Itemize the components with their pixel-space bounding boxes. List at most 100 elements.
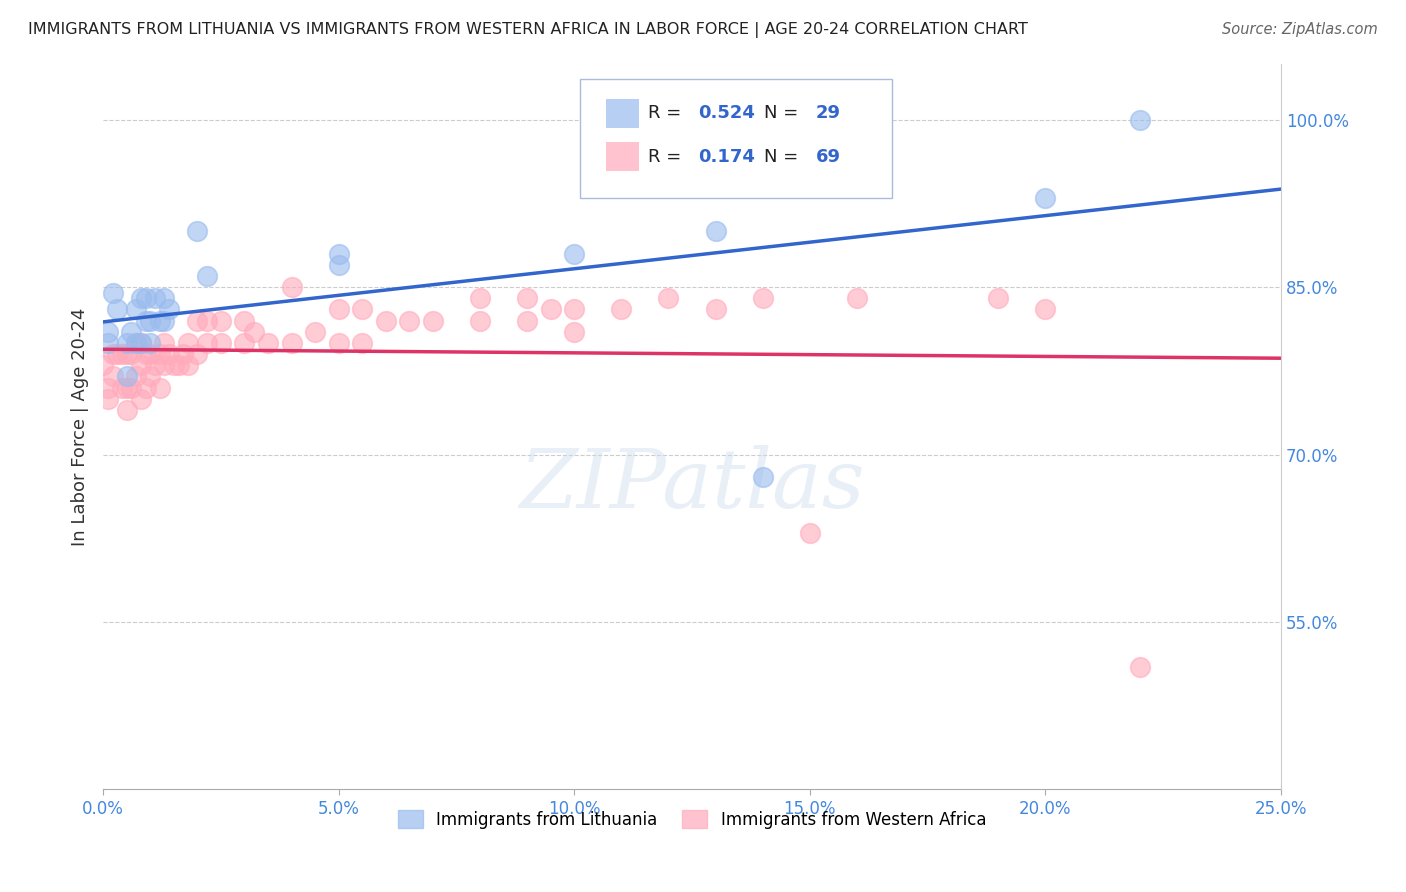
- Point: [562, 302, 585, 317]
- Point: [111, 347, 134, 361]
- Point: [115, 403, 138, 417]
- Point: [97, 325, 120, 339]
- Point: [167, 359, 190, 373]
- Point: [111, 381, 134, 395]
- Point: [115, 347, 138, 361]
- Point: [101, 347, 124, 361]
- Legend: Immigrants from Lithuania, Immigrants from Western Africa: Immigrants from Lithuania, Immigrants fr…: [391, 804, 993, 835]
- Point: [610, 302, 633, 317]
- Point: [562, 325, 585, 339]
- Point: [125, 335, 148, 350]
- Point: [1129, 112, 1152, 127]
- Point: [129, 291, 152, 305]
- Point: [280, 280, 302, 294]
- Point: [352, 302, 374, 317]
- Text: N =: N =: [763, 104, 804, 122]
- Point: [304, 325, 326, 339]
- Point: [845, 291, 868, 305]
- Point: [233, 335, 256, 350]
- Point: [172, 347, 194, 361]
- Point: [186, 313, 208, 327]
- Point: [328, 258, 350, 272]
- Point: [139, 369, 162, 384]
- Y-axis label: In Labor Force | Age 20-24: In Labor Force | Age 20-24: [72, 308, 89, 546]
- Point: [352, 335, 374, 350]
- Point: [129, 359, 152, 373]
- Point: [468, 313, 491, 327]
- Point: [125, 335, 148, 350]
- Point: [195, 335, 218, 350]
- Point: [328, 335, 350, 350]
- Point: [186, 224, 208, 238]
- Point: [328, 302, 350, 317]
- Point: [125, 302, 148, 317]
- Point: [120, 381, 142, 395]
- Text: Source: ZipAtlas.com: Source: ZipAtlas.com: [1222, 22, 1378, 37]
- Point: [195, 313, 218, 327]
- Point: [97, 335, 120, 350]
- Point: [516, 291, 538, 305]
- FancyBboxPatch shape: [606, 143, 640, 171]
- Point: [135, 313, 157, 327]
- Point: [280, 335, 302, 350]
- Point: [209, 335, 232, 350]
- Point: [195, 268, 218, 283]
- Text: IMMIGRANTS FROM LITHUANIA VS IMMIGRANTS FROM WESTERN AFRICA IN LABOR FORCE | AGE: IMMIGRANTS FROM LITHUANIA VS IMMIGRANTS …: [28, 22, 1028, 38]
- Text: 69: 69: [815, 148, 841, 166]
- Point: [257, 335, 280, 350]
- Point: [101, 285, 124, 300]
- Point: [398, 313, 420, 327]
- Point: [328, 246, 350, 260]
- Point: [163, 359, 186, 373]
- Point: [139, 313, 162, 327]
- Point: [129, 335, 152, 350]
- Point: [422, 313, 444, 327]
- Point: [115, 369, 138, 384]
- Point: [135, 381, 157, 395]
- Point: [129, 392, 152, 406]
- Point: [125, 369, 148, 384]
- Point: [186, 347, 208, 361]
- Point: [468, 291, 491, 305]
- Point: [153, 359, 176, 373]
- Text: 0.524: 0.524: [697, 104, 755, 122]
- Point: [751, 291, 773, 305]
- Point: [120, 325, 142, 339]
- Point: [987, 291, 1010, 305]
- Point: [157, 302, 180, 317]
- Point: [243, 325, 266, 339]
- Point: [139, 347, 162, 361]
- Point: [101, 369, 124, 384]
- Point: [153, 291, 176, 305]
- Point: [135, 291, 157, 305]
- Point: [149, 381, 172, 395]
- Point: [97, 392, 120, 406]
- Point: [143, 359, 166, 373]
- Point: [139, 335, 162, 350]
- Text: N =: N =: [763, 148, 804, 166]
- Point: [657, 291, 679, 305]
- Point: [153, 313, 176, 327]
- Point: [540, 302, 562, 317]
- Point: [177, 359, 200, 373]
- Point: [704, 224, 727, 238]
- Point: [105, 302, 128, 317]
- Text: 0.174: 0.174: [697, 148, 755, 166]
- Point: [157, 347, 180, 361]
- Point: [516, 313, 538, 327]
- Text: R =: R =: [648, 104, 688, 122]
- Point: [209, 313, 232, 327]
- Point: [143, 291, 166, 305]
- Point: [149, 313, 172, 327]
- Point: [115, 381, 138, 395]
- Text: ZIPatlas: ZIPatlas: [519, 444, 865, 524]
- Text: 29: 29: [815, 104, 841, 122]
- Point: [704, 302, 727, 317]
- Point: [177, 335, 200, 350]
- Point: [1035, 302, 1057, 317]
- Point: [120, 347, 142, 361]
- Point: [129, 335, 152, 350]
- Point: [799, 525, 821, 540]
- Text: R =: R =: [648, 148, 688, 166]
- Point: [751, 470, 773, 484]
